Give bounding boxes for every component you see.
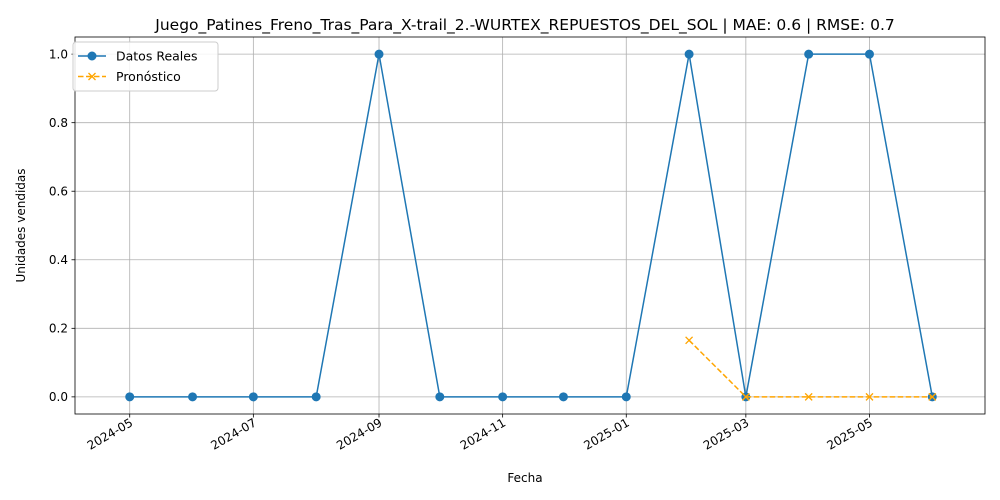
data-point: [188, 392, 198, 402]
data-point: [558, 392, 568, 402]
chart-title: Juego_Patines_Freno_Tras_Para_X-trail_2.…: [154, 16, 894, 35]
legend-marker-datos-reales: [87, 51, 97, 61]
legend: Datos Reales Pronóstico: [72, 41, 219, 92]
data-point: [804, 49, 814, 59]
legend-box: [72, 41, 219, 92]
legend-marker-pronostico: [88, 72, 96, 81]
data-point: [741, 392, 750, 401]
data-point: [311, 392, 321, 402]
legend-label-datos-reales: Datos Reales: [116, 49, 197, 64]
y-tick-label: 0.4: [49, 253, 68, 267]
data-point: [498, 392, 508, 402]
data-point: [435, 392, 445, 402]
data-point: [804, 392, 813, 401]
grid: [75, 37, 985, 414]
y-tick-label: 0.0: [49, 390, 68, 404]
data-point: [865, 392, 874, 401]
series-line: [688, 339, 933, 398]
data-point: [248, 392, 258, 402]
data-point: [928, 392, 937, 401]
data-point: [621, 392, 631, 402]
data-point: [685, 336, 694, 345]
legend-label-pronostico: Pronóstico: [116, 69, 181, 84]
y-tick-label: 0.2: [49, 322, 68, 336]
y-tick-label: 0.6: [49, 185, 68, 199]
data-point: [374, 49, 384, 59]
data-point: [684, 49, 694, 59]
data-point: [864, 49, 874, 59]
y-tick-label: 0.8: [49, 116, 68, 130]
data-point: [125, 392, 135, 402]
series-line: [129, 53, 934, 398]
y-tick-label: 1.0: [49, 47, 68, 61]
plot-frame: [74, 36, 986, 415]
x-axis-label: Fecha: [507, 471, 542, 485]
plot-series: [125, 49, 937, 402]
y-axis-label: Unidades vendidas: [14, 168, 28, 282]
series-1: [685, 336, 937, 401]
series-0: [125, 49, 937, 402]
